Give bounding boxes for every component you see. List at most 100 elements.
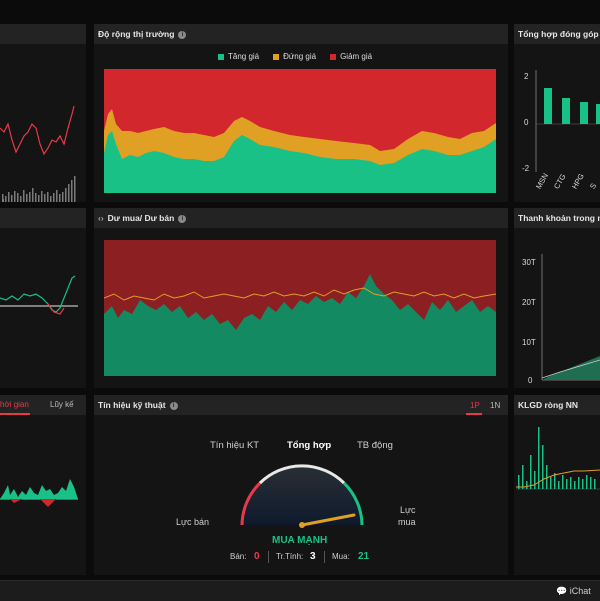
y-tick-neg2: -2: [522, 164, 530, 173]
legend-item-down[interactable]: Giảm giá: [330, 52, 372, 61]
panel-header: [0, 24, 86, 44]
index-line-chart: [0, 105, 76, 202]
red-line: [47, 303, 65, 315]
legend-label-flat: Đứng giá: [283, 52, 317, 61]
market-breadth-title: Độ rộng thị trường: [98, 29, 175, 39]
y-tick-0: 0: [528, 376, 533, 385]
panel-header: Tín hiệu kỹ thuật i 1P 1N: [94, 395, 508, 415]
area-up: [104, 131, 496, 193]
panel-header: [0, 208, 86, 228]
tab-summary[interactable]: Tổng hợp: [287, 440, 332, 451]
contribution-title: Tổng hợp đóng góp v: [518, 29, 600, 39]
y-tick-2: 2: [524, 72, 529, 81]
signal-gauge: [240, 464, 364, 528]
y-tick-0: 0: [524, 118, 529, 127]
index-line: [0, 105, 75, 156]
legend-item-flat[interactable]: Đứng giá: [273, 52, 316, 61]
foreign-net-chart: [516, 427, 600, 490]
divider: [324, 551, 325, 563]
tab-technical-signal[interactable]: Tín hiệu KT: [210, 440, 260, 451]
contribution-bar-chart: [535, 70, 600, 172]
info-icon[interactable]: i: [178, 214, 187, 223]
positive-area: [0, 479, 78, 499]
info-icon[interactable]: i: [169, 401, 178, 410]
panel-header: Thanh khoản trong ng: [514, 208, 600, 228]
panel-header: Tổng hợp đóng góp v: [514, 24, 600, 44]
liquidity-line: [541, 359, 600, 379]
bar-msn: [544, 88, 552, 124]
status-bar: 💬 iChat: [0, 580, 600, 601]
legend-label-up: Tăng giá: [228, 52, 260, 61]
expand-icon[interactable]: ‹›: [98, 213, 104, 223]
panel-title: ‹› Dư mua/ Dư bán i: [98, 213, 187, 223]
tab-time-underline: [0, 413, 30, 415]
buy-force-label-1: Lực: [400, 505, 416, 515]
bar-hpg: [580, 102, 588, 124]
left-bottom-histogram: [0, 479, 78, 507]
neutral-count-label: Tr.Tính:: [276, 552, 304, 561]
contribution-panel: Tổng hợp đóng góp v 2 0 -2 MSN CTG HPG S: [514, 24, 600, 202]
liquidity-title: Thanh khoản trong ng: [518, 213, 600, 223]
sell-force-label: Lực bán: [176, 517, 210, 527]
chat-icon: 💬: [556, 586, 568, 596]
panel-title: Độ rộng thị trường i: [98, 29, 187, 39]
signal-result: MUA MẠNH: [272, 535, 328, 546]
gauge-arc-buy: [342, 481, 364, 526]
left-middle-line-chart: [0, 275, 78, 315]
ichat-button[interactable]: 💬 iChat: [556, 586, 591, 597]
buy-force-label-2: mua: [398, 517, 416, 527]
bar-ctg: [562, 98, 570, 124]
chart-legend: Tăng giá Đứng giá Giảm giá: [218, 52, 372, 61]
legend-label-down: Giảm giá: [340, 52, 373, 61]
left-middle-panel: [0, 208, 86, 388]
gauge-arc-mid: [258, 464, 346, 485]
sell-count-value: 0: [254, 551, 260, 562]
gauge-face: [242, 465, 362, 525]
neutral-count-value: 3: [310, 551, 316, 562]
panel-header: hời gian Lũy kế: [0, 395, 86, 415]
technical-panel: Tín hiệu kỹ thuật i 1P 1N Tín hiệu KT Tổn…: [94, 395, 508, 575]
buy-sell-panel: ‹› Dư mua/ Dư bán i: [94, 208, 508, 388]
panel-header: Độ rộng thị trường i: [94, 24, 508, 44]
foreign-title: KLGD ròng NN: [518, 400, 578, 410]
ichat-label: iChat: [569, 586, 591, 596]
y-tick-20t: 20T: [522, 298, 536, 307]
y-tick-10t: 10T: [522, 338, 536, 347]
legend-item-up[interactable]: Tăng giá: [218, 52, 259, 61]
left-bottom-panel: hời gian Lũy kế: [0, 395, 86, 575]
buy-count-label: Mua:: [332, 552, 350, 561]
market-breadth-panel: Độ rộng thị trường i Tăng giá Đứng giá Gi…: [94, 24, 508, 202]
buy-sell-title: Dư mua/ Dư bán: [107, 213, 175, 223]
buy-count-value: 21: [358, 551, 370, 562]
y-tick-30t: 30T: [522, 258, 536, 267]
period-1p-button[interactable]: 1P: [470, 401, 480, 410]
period-1p-underline: [466, 413, 482, 415]
period-1n-button[interactable]: 1N: [490, 401, 501, 410]
divider: [268, 551, 269, 563]
volume-histogram: [2, 176, 76, 202]
legend-swatch-flat: [273, 53, 280, 60]
ratio-line: [104, 287, 496, 301]
liquidity-chart: [541, 254, 600, 381]
negative-area: [10, 499, 56, 507]
info-icon[interactable]: i: [178, 30, 187, 39]
green-line: [0, 275, 76, 313]
tab-moving-average[interactable]: TB động: [357, 440, 393, 451]
buy-sell-area-chart: [104, 240, 496, 376]
top-bar: [0, 0, 600, 22]
gauge-arc-sell: [240, 481, 262, 526]
panel-header: KLGD ròng NN: [514, 395, 600, 415]
tab-time[interactable]: hời gian: [0, 400, 29, 409]
panel-title: Tín hiệu kỹ thuật i: [98, 400, 178, 410]
legend-swatch-up: [218, 53, 224, 60]
tab-cumulative[interactable]: Lũy kế: [50, 400, 74, 409]
technical-title: Tín hiệu kỹ thuật: [98, 400, 166, 410]
left-top-panel: [0, 24, 86, 202]
liquidity-area: [542, 356, 600, 380]
net-bars: [518, 427, 596, 489]
panel-header: ‹› Dư mua/ Dư bán i: [94, 208, 508, 228]
legend-swatch-down: [330, 53, 337, 60]
foreign-panel: KLGD ròng NN: [514, 395, 600, 575]
market-breadth-chart: [104, 69, 496, 193]
cumulative-line: [516, 469, 600, 488]
